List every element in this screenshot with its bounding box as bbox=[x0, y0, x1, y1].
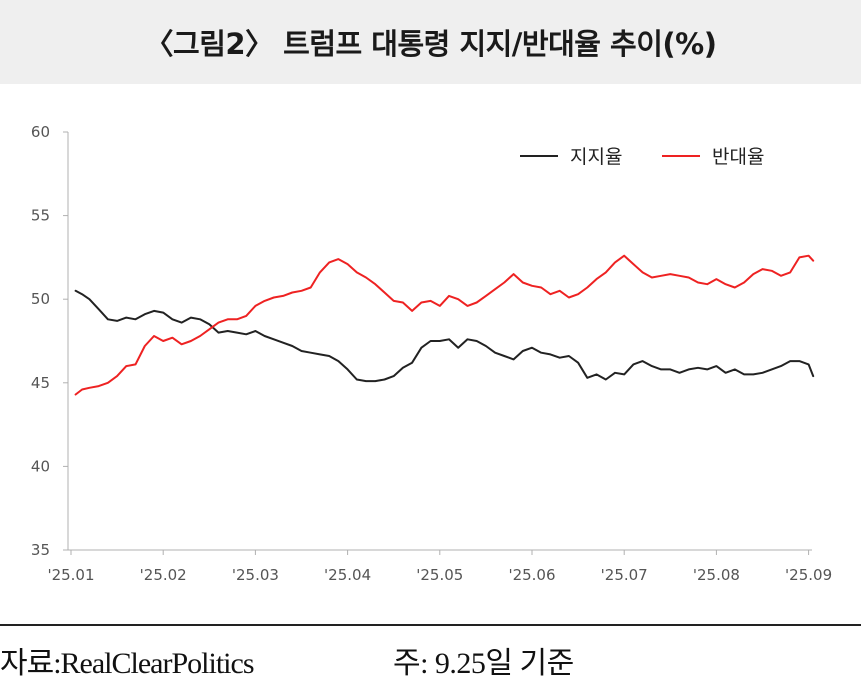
x-tick-label: '25.07 bbox=[601, 566, 648, 584]
disapproval-series-line bbox=[74, 254, 815, 396]
x-tick-label: '25.08 bbox=[693, 566, 740, 584]
x-tick-label: '25.05 bbox=[416, 566, 463, 584]
approval-series-line bbox=[74, 289, 815, 383]
axes: 35 40 45 50 55 60 '25.01 '25.02 '25.03 '25.04 '25.… bbox=[31, 123, 832, 584]
line-chart: 35 40 45 50 55 60 '25.01 '25.02 '25.03 '25.04 '25.… bbox=[31, 123, 832, 584]
y-tick-label: 55 bbox=[31, 207, 50, 225]
chart-area: 35 40 45 50 55 60 '25.01 '25.02 '25.03 '25.04 '25.… bbox=[0, 96, 861, 596]
y-tick-label: 35 bbox=[31, 541, 50, 559]
title-bar: 〈그림2〉 트럼프 대통령 지지/반대율 추이(%) bbox=[0, 0, 861, 84]
y-tick-label: 40 bbox=[31, 457, 50, 475]
legend: 지지율 반대율 bbox=[520, 146, 764, 168]
x-tick-label: '25.01 bbox=[47, 566, 94, 584]
source-note: 자료:RealClearPolitics bbox=[0, 647, 254, 680]
x-tick-label: '25.02 bbox=[140, 566, 187, 584]
legend-label-approval: 지지율 bbox=[570, 146, 622, 168]
chart-title: 〈그림2〉 트럼프 대통령 지지/반대율 추이(%) bbox=[144, 27, 717, 61]
legend-label-disapproval: 반대율 bbox=[712, 146, 764, 168]
y-tick-label: 45 bbox=[31, 374, 50, 392]
x-tick-label: '25.04 bbox=[324, 566, 371, 584]
x-tick-label: '25.03 bbox=[232, 566, 279, 584]
x-tick-label: '25.09 bbox=[785, 566, 832, 584]
y-tick-label: 60 bbox=[31, 123, 50, 141]
footer-divider bbox=[0, 624, 861, 626]
footer: 자료:RealClearPolitics 주: 9.25일 기준 bbox=[0, 638, 861, 682]
y-tick-label: 50 bbox=[31, 290, 50, 308]
x-tick-label: '25.06 bbox=[508, 566, 555, 584]
date-note: 주: 9.25일 기준 bbox=[393, 647, 574, 680]
series-layer bbox=[74, 254, 815, 396]
